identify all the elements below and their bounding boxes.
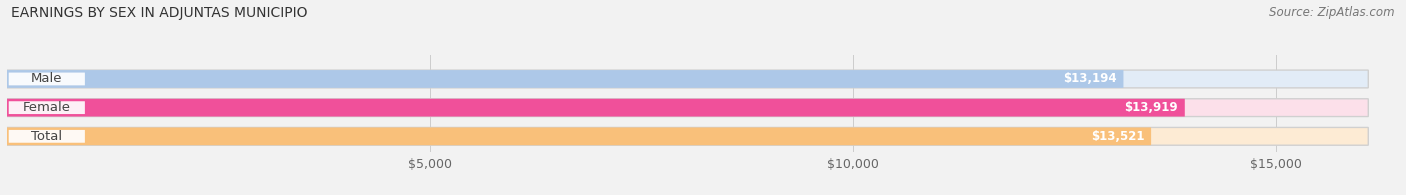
Text: $13,919: $13,919 <box>1125 101 1178 114</box>
FancyBboxPatch shape <box>7 70 1368 88</box>
FancyBboxPatch shape <box>8 101 84 114</box>
FancyBboxPatch shape <box>7 70 1123 88</box>
Text: $13,194: $13,194 <box>1063 73 1116 85</box>
FancyBboxPatch shape <box>7 128 1368 145</box>
Text: Source: ZipAtlas.com: Source: ZipAtlas.com <box>1270 6 1395 19</box>
Text: Female: Female <box>22 101 70 114</box>
Text: Total: Total <box>31 130 62 143</box>
Text: $13,521: $13,521 <box>1091 130 1144 143</box>
Text: EARNINGS BY SEX IN ADJUNTAS MUNICIPIO: EARNINGS BY SEX IN ADJUNTAS MUNICIPIO <box>11 6 308 20</box>
Text: Male: Male <box>31 73 62 85</box>
FancyBboxPatch shape <box>7 128 1152 145</box>
FancyBboxPatch shape <box>7 99 1368 117</box>
FancyBboxPatch shape <box>8 73 84 85</box>
FancyBboxPatch shape <box>7 99 1185 117</box>
FancyBboxPatch shape <box>8 130 84 143</box>
